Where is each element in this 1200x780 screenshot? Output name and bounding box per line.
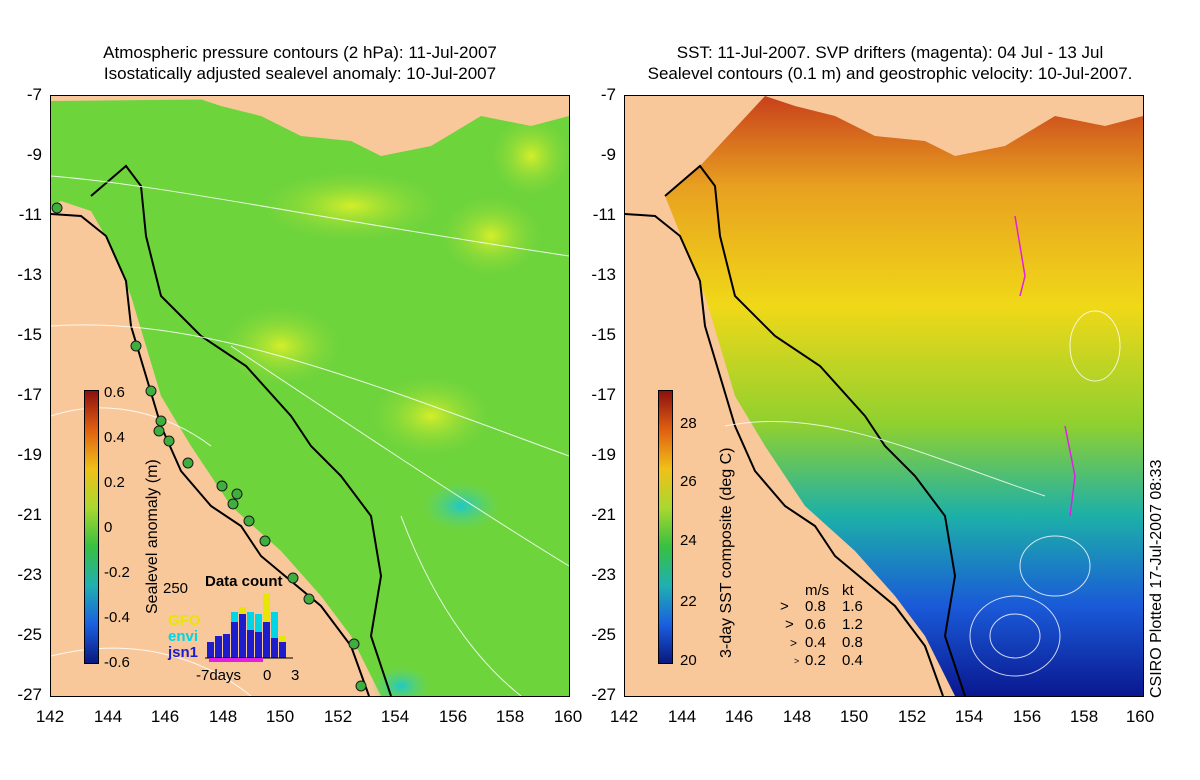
x-tick: 142 bbox=[609, 707, 639, 726]
papua-new-guinea-land bbox=[191, 96, 569, 156]
velocity-ms: 0.8 bbox=[805, 598, 826, 615]
velocity-kt: 0.8 bbox=[842, 634, 863, 651]
colorbar-tick: -0.6 bbox=[104, 654, 130, 671]
velocity-arrow-icon: > bbox=[790, 636, 798, 650]
colorbar-tick: 0 bbox=[104, 519, 113, 536]
right-title-line2: Sealevel contours (0.1 m) and geostrophi… bbox=[647, 64, 1133, 83]
velocity-arrow-icon: > bbox=[785, 616, 794, 633]
colorbar-tick: 0.6 bbox=[104, 384, 125, 401]
right-title-line1: SST: 11-Jul-2007. SVP drifters (magenta)… bbox=[676, 43, 1104, 62]
y-tick: -21 bbox=[17, 505, 42, 524]
plot-credit: CSIRO Plotted 17-Jul-2007 08:33 bbox=[1148, 459, 1165, 698]
sst-colorbar-label: 3-day SST composite (deg C) bbox=[718, 447, 735, 658]
x-tick: 152 bbox=[897, 707, 927, 726]
colorbar-tick: 24 bbox=[680, 532, 697, 549]
colorbar-tick: -0.2 bbox=[104, 564, 130, 581]
x-tick: 158 bbox=[495, 707, 525, 726]
y-tick: -19 bbox=[591, 445, 616, 464]
x-tick: 152 bbox=[323, 707, 353, 726]
x-tick: 146 bbox=[724, 707, 754, 726]
x-tick: 156 bbox=[438, 707, 468, 726]
left-panel-title: Atmospheric pressure contours (2 hPa): 1… bbox=[40, 42, 560, 84]
data-count-title: Data count bbox=[205, 573, 283, 590]
data-count-ymax: 250 bbox=[163, 580, 189, 597]
left-map-panel bbox=[50, 95, 570, 697]
colorbar-tick: 28 bbox=[680, 415, 697, 432]
x-tick: 156 bbox=[1012, 707, 1042, 726]
velocity-arrow-icon: > bbox=[780, 598, 789, 615]
velocity-kt: 0.4 bbox=[842, 652, 863, 669]
sealevel-colorbar-label: Sealevel anomaly (m) bbox=[144, 459, 161, 614]
velocity-ms: 0.4 bbox=[805, 634, 826, 651]
colorbar-tick: 20 bbox=[680, 652, 697, 669]
x-tick: 148 bbox=[208, 707, 238, 726]
y-tick: -23 bbox=[591, 565, 616, 584]
pressure-contours bbox=[51, 175, 569, 696]
sealevel-colorbar bbox=[84, 390, 99, 664]
right-panel-title: SST: 11-Jul-2007. SVP drifters (magenta)… bbox=[600, 42, 1180, 84]
x-tick: 154 bbox=[954, 707, 984, 726]
velocity-unit-ms: m/s bbox=[805, 582, 830, 599]
sst-field bbox=[665, 96, 1143, 696]
data-count-xlabel-zero: 0 bbox=[263, 667, 272, 684]
data-count-legend-gfo: GFO bbox=[168, 612, 201, 629]
left-title-line2: Isostatically adjusted sealevel anomaly:… bbox=[103, 64, 497, 83]
data-count-xlabel-start: -7days bbox=[196, 667, 242, 684]
x-tick: 160 bbox=[553, 707, 583, 726]
colorbar-tick: 22 bbox=[680, 593, 697, 610]
x-tick: 146 bbox=[150, 707, 180, 726]
continental-shelf-edge bbox=[90, 164, 392, 696]
x-tick: 154 bbox=[380, 707, 410, 726]
data-count-xlabel-end: 3 bbox=[291, 667, 300, 684]
x-tick: 148 bbox=[782, 707, 812, 726]
y-tick: -17 bbox=[17, 385, 42, 404]
right-map-panel bbox=[624, 95, 1144, 697]
y-tick: -7 bbox=[600, 85, 616, 104]
sst-colorbar bbox=[658, 390, 673, 664]
y-tick: -25 bbox=[17, 625, 42, 644]
velocity-ms: 0.2 bbox=[805, 652, 826, 669]
x-tick: 142 bbox=[35, 707, 65, 726]
y-tick: -15 bbox=[17, 325, 42, 344]
drifter-tracks bbox=[1014, 215, 1076, 517]
velocity-arrow-icon: > bbox=[794, 656, 800, 666]
colorbar-tick: -0.4 bbox=[104, 609, 130, 626]
colorbar-tick: 0.2 bbox=[104, 474, 125, 491]
x-tick: 150 bbox=[265, 707, 295, 726]
tide-gauge-stations bbox=[51, 202, 367, 692]
y-tick: -9 bbox=[26, 145, 42, 164]
y-tick: -25 bbox=[591, 625, 616, 644]
x-tick: 144 bbox=[667, 707, 697, 726]
y-tick: -11 bbox=[18, 205, 42, 224]
y-tick: -11 bbox=[592, 205, 616, 224]
y-tick: -15 bbox=[591, 325, 616, 344]
colorbar-tick: 0.4 bbox=[104, 429, 125, 446]
ocean-anomaly-field bbox=[51, 96, 569, 696]
velocity-unit-kt: kt bbox=[842, 582, 854, 599]
y-tick: -7 bbox=[26, 85, 42, 104]
y-tick: -13 bbox=[17, 265, 42, 284]
y-tick: -17 bbox=[591, 385, 616, 404]
y-tick: -13 bbox=[591, 265, 616, 284]
x-tick: 144 bbox=[93, 707, 123, 726]
y-tick: -21 bbox=[591, 505, 616, 524]
y-tick: -9 bbox=[600, 145, 616, 164]
y-tick: -23 bbox=[17, 565, 42, 584]
y-tick: -27 bbox=[591, 685, 616, 704]
y-tick: -19 bbox=[17, 445, 42, 464]
x-tick: 150 bbox=[839, 707, 869, 726]
data-count-bars bbox=[205, 594, 293, 662]
sealevel-contours bbox=[724, 310, 1121, 677]
velocity-kt: 1.6 bbox=[842, 598, 863, 615]
data-count-legend-jsn1: jsn1 bbox=[168, 644, 199, 661]
x-tick: 158 bbox=[1069, 707, 1099, 726]
y-tick: -27 bbox=[17, 685, 42, 704]
x-tick: 160 bbox=[1125, 707, 1155, 726]
data-count-legend-envi: envi bbox=[168, 628, 199, 645]
left-title-line1: Atmospheric pressure contours (2 hPa): 1… bbox=[103, 43, 497, 62]
colorbar-tick: 26 bbox=[680, 473, 697, 490]
velocity-kt: 1.2 bbox=[842, 616, 863, 633]
velocity-ms: 0.6 bbox=[805, 616, 826, 633]
